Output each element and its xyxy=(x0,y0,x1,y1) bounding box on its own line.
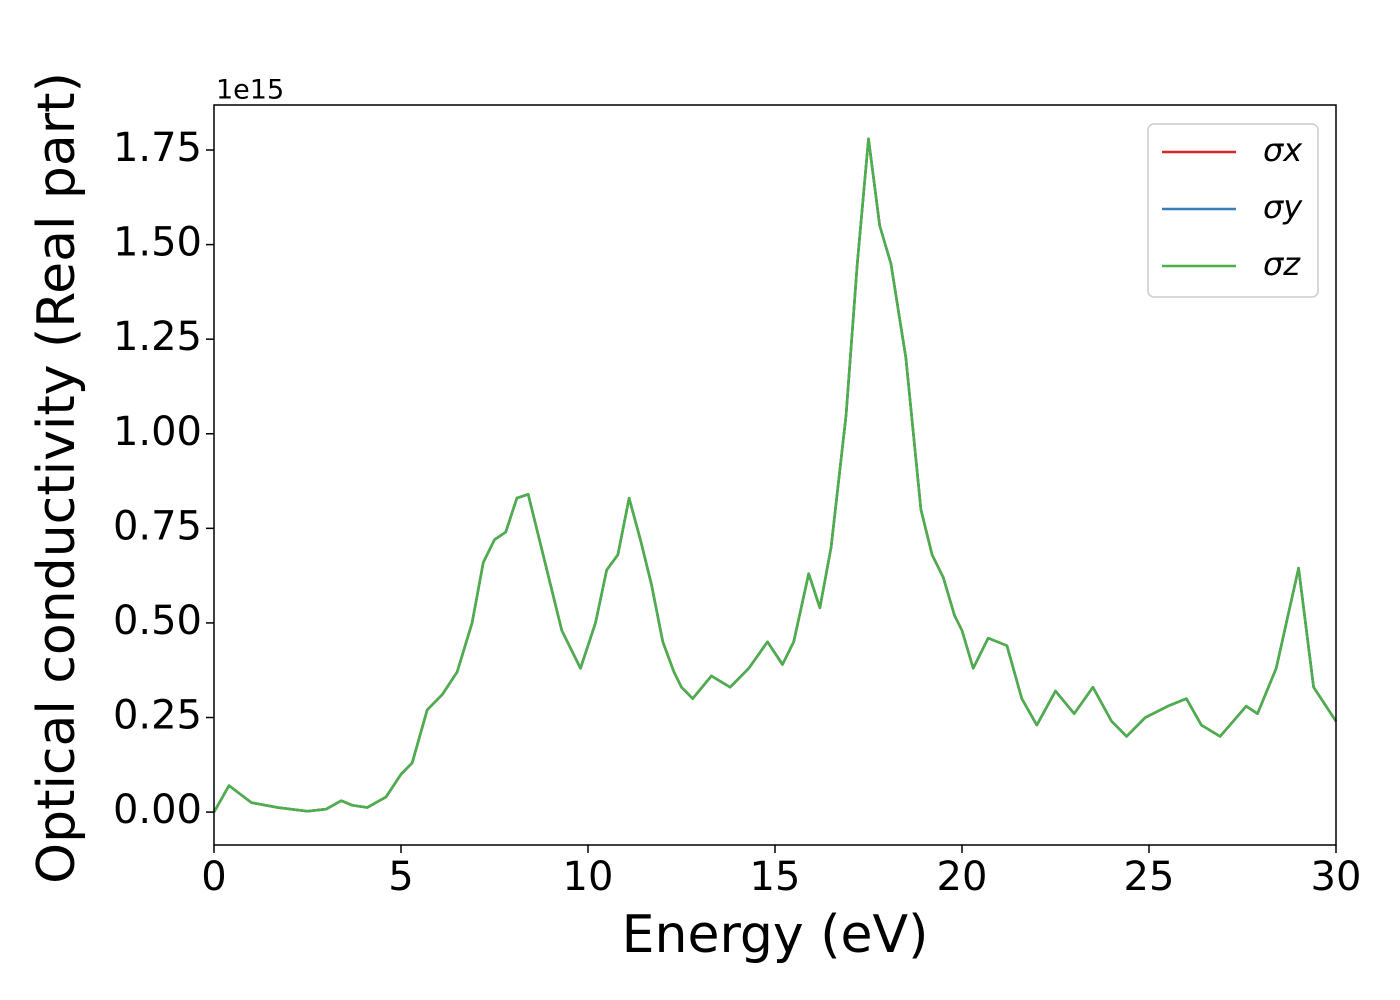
x-tick-label: 5 xyxy=(388,854,413,900)
y-tick-label: 1.50 xyxy=(113,220,202,266)
y-tick-label: 0.75 xyxy=(113,503,202,549)
y-tick-label: 0.50 xyxy=(113,598,202,644)
y-tick-label: 1.00 xyxy=(113,409,202,455)
y-tick-label: 0.00 xyxy=(113,787,202,833)
x-tick-label: 25 xyxy=(1124,854,1175,900)
x-tick-label: 10 xyxy=(563,854,614,900)
y-tick-label: 0.25 xyxy=(113,693,202,739)
y-offset-label: 1e15 xyxy=(216,75,284,106)
y-tick-label: 1.75 xyxy=(113,125,202,171)
legend-label: σx xyxy=(1263,131,1303,169)
x-axis-label: Energy (eV) xyxy=(622,905,929,965)
x-tick-label: 0 xyxy=(201,854,226,900)
legend-label: σz xyxy=(1263,245,1301,283)
x-tick-label: 15 xyxy=(750,854,801,900)
plot-frame xyxy=(213,104,1337,846)
x-tick-label: 30 xyxy=(1311,854,1362,900)
legend-box xyxy=(1147,123,1319,298)
x-tick-label: 20 xyxy=(937,854,988,900)
legend-label: σy xyxy=(1263,188,1303,226)
series-line xyxy=(212,137,1338,813)
y-axis-label: Optical conductivity (Real part) xyxy=(27,72,87,884)
y-tick-label: 1.25 xyxy=(113,314,202,360)
